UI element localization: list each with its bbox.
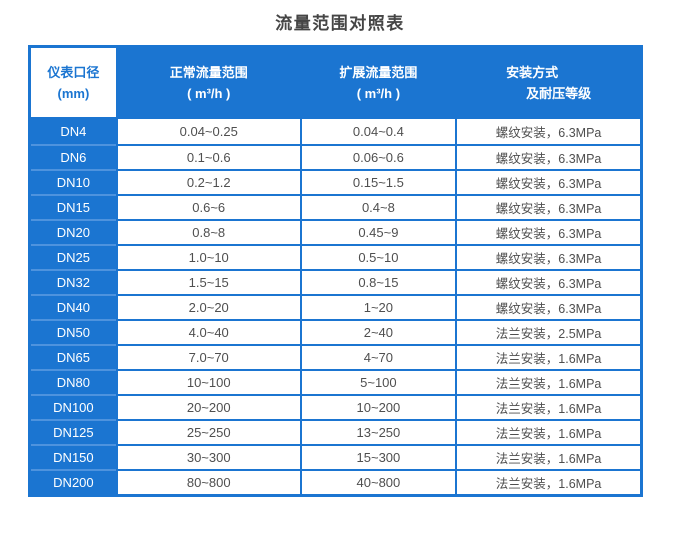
table-row: DN32 1.5~15 0.8~15 螺纹安装，6.3MPa <box>31 269 640 294</box>
normal-range-cell: 7.0~70 <box>115 344 300 369</box>
installation-cell: 螺纹安装，6.3MPa <box>455 119 640 144</box>
header-diameter-text: 仪表口径 (mm) <box>47 62 99 104</box>
header-extended-text: 扩展流量范围 ( m³/h ) <box>339 62 417 104</box>
extended-range-cell: 1~20 <box>299 294 456 319</box>
table-row: DN125 25~250 13~250 法兰安装，1.6MPa <box>31 419 640 444</box>
installation-cell: 法兰安装，1.6MPa <box>455 394 640 419</box>
diameter-cell: DN10 <box>31 169 116 194</box>
header-normal-text: 正常流量范围 ( m³/h ) <box>170 62 248 104</box>
extended-range-cell: 13~250 <box>299 419 456 444</box>
extended-range-cell: 10~200 <box>299 394 456 419</box>
diameter-cell: DN6 <box>31 144 116 169</box>
normal-range-cell: 10~100 <box>115 369 300 394</box>
installation-cell: 法兰安装，1.6MPa <box>455 469 640 494</box>
normal-range-cell: 2.0~20 <box>115 294 300 319</box>
extended-range-cell: 5~100 <box>299 369 456 394</box>
extended-range-cell: 0.45~9 <box>299 219 456 244</box>
installation-cell: 螺纹安装，6.3MPa <box>455 294 640 319</box>
header-installation-text: 安装方式 及耐压等级 <box>506 62 591 104</box>
installation-cell: 螺纹安装，6.3MPa <box>455 144 640 169</box>
header-installation-line1: 安装方式 <box>506 64 559 80</box>
header-extended-line2: ( m³/h ) <box>356 85 401 101</box>
normal-range-cell: 0.8~8 <box>115 219 300 244</box>
extended-range-cell: 15~300 <box>299 444 456 469</box>
normal-range-cell: 20~200 <box>115 394 300 419</box>
page-title: 流量范围对照表 <box>275 14 405 33</box>
header-cell-diameter: 仪表口径 (mm) <box>31 48 116 119</box>
normal-range-cell: 1.0~10 <box>115 244 300 269</box>
header-diameter-line2: (mm) <box>57 85 90 101</box>
extended-range-cell: 40~800 <box>299 469 456 494</box>
table-row: DN25 1.0~10 0.5~10 螺纹安装，6.3MPa <box>31 244 640 269</box>
normal-range-cell: 0.6~6 <box>115 194 300 219</box>
diameter-cell: DN125 <box>31 419 116 444</box>
installation-cell: 螺纹安装，6.3MPa <box>455 169 640 194</box>
table-row: DN80 10~100 5~100 法兰安装，1.6MPa <box>31 369 640 394</box>
installation-cell: 法兰安装，2.5MPa <box>455 319 640 344</box>
installation-cell: 法兰安装，1.6MPa <box>455 369 640 394</box>
diameter-cell: DN80 <box>31 369 116 394</box>
extended-range-cell: 0.04~0.4 <box>299 119 456 144</box>
table-row: DN200 80~800 40~800 法兰安装，1.6MPa <box>31 469 640 494</box>
extended-range-cell: 0.5~10 <box>299 244 456 269</box>
table-row: DN6 0.1~0.6 0.06~0.6 螺纹安装，6.3MPa <box>31 144 640 169</box>
table-row: DN10 0.2~1.2 0.15~1.5 螺纹安装，6.3MPa <box>31 169 640 194</box>
installation-cell: 螺纹安装，6.3MPa <box>455 219 640 244</box>
normal-range-cell: 4.0~40 <box>115 319 300 344</box>
table-row: DN65 7.0~70 4~70 法兰安装，1.6MPa <box>31 344 640 369</box>
extended-range-cell: 0.8~15 <box>299 269 456 294</box>
diameter-cell: DN25 <box>31 244 116 269</box>
header-cell-normal-range: 正常流量范围 ( m³/h ) <box>115 48 300 119</box>
diameter-cell: DN100 <box>31 394 116 419</box>
flow-range-table: 仪表口径 (mm) 正常流量范围 ( m³/h ) 扩展流量范围 ( m³/h … <box>28 45 643 497</box>
diameter-cell: DN15 <box>31 194 116 219</box>
table-row: DN15 0.6~6 0.4~8 螺纹安装，6.3MPa <box>31 194 640 219</box>
diameter-cell: DN150 <box>31 444 116 469</box>
extended-range-cell: 0.15~1.5 <box>299 169 456 194</box>
normal-range-cell: 30~300 <box>115 444 300 469</box>
installation-cell: 螺纹安装，6.3MPa <box>455 269 640 294</box>
table-row: DN100 20~200 10~200 法兰安装，1.6MPa <box>31 394 640 419</box>
table-row: DN50 4.0~40 2~40 法兰安装，2.5MPa <box>31 319 640 344</box>
extended-range-cell: 2~40 <box>299 319 456 344</box>
header-extended-line1: 扩展流量范围 <box>339 64 418 80</box>
normal-range-cell: 0.1~0.6 <box>115 144 300 169</box>
diameter-cell: DN32 <box>31 269 116 294</box>
installation-cell: 法兰安装，1.6MPa <box>455 419 640 444</box>
normal-range-cell: 0.2~1.2 <box>115 169 300 194</box>
table-row: DN20 0.8~8 0.45~9 螺纹安装，6.3MPa <box>31 219 640 244</box>
diameter-cell: DN200 <box>31 469 116 494</box>
header-cell-installation: 安装方式 及耐压等级 <box>455 48 640 119</box>
diameter-cell: DN4 <box>31 119 116 144</box>
header-normal-line2: ( m³/h ) <box>187 85 231 101</box>
normal-range-cell: 0.04~0.25 <box>115 119 300 144</box>
extended-range-cell: 0.4~8 <box>299 194 456 219</box>
table-row: DN150 30~300 15~300 法兰安装，1.6MPa <box>31 444 640 469</box>
header-diameter-line1: 仪表口径 <box>47 64 100 80</box>
table-header-row: 仪表口径 (mm) 正常流量范围 ( m³/h ) 扩展流量范围 ( m³/h … <box>31 48 640 119</box>
header-normal-line1: 正常流量范围 <box>169 64 248 80</box>
diameter-cell: DN65 <box>31 344 116 369</box>
header-installation-line2: 及耐压等级 <box>526 85 592 101</box>
normal-range-cell: 25~250 <box>115 419 300 444</box>
header-cell-extended-range: 扩展流量范围 ( m³/h ) <box>299 48 456 119</box>
installation-cell: 法兰安装，1.6MPa <box>455 444 640 469</box>
diameter-cell: DN40 <box>31 294 116 319</box>
normal-range-cell: 1.5~15 <box>115 269 300 294</box>
installation-cell: 法兰安装，1.6MPa <box>455 344 640 369</box>
extended-range-cell: 4~70 <box>299 344 456 369</box>
installation-cell: 螺纹安装，6.3MPa <box>455 194 640 219</box>
table-row: DN40 2.0~20 1~20 螺纹安装，6.3MPa <box>31 294 640 319</box>
table-row: DN4 0.04~0.25 0.04~0.4 螺纹安装，6.3MPa <box>31 119 640 144</box>
normal-range-cell: 80~800 <box>115 469 300 494</box>
extended-range-cell: 0.06~0.6 <box>299 144 456 169</box>
diameter-cell: DN20 <box>31 219 116 244</box>
diameter-cell: DN50 <box>31 319 116 344</box>
installation-cell: 螺纹安装，6.3MPa <box>455 244 640 269</box>
table-body: DN4 0.04~0.25 0.04~0.4 螺纹安装，6.3MPa DN6 0… <box>31 119 640 494</box>
